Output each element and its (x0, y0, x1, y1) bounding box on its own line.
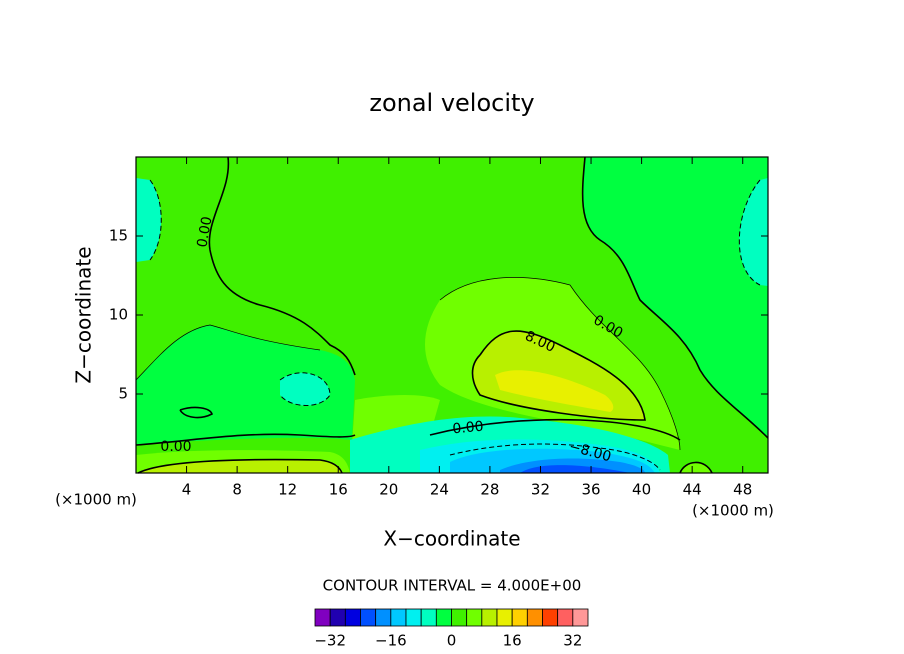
y-tick-label: 15 (109, 227, 128, 245)
x-tick-label: 40 (632, 481, 651, 499)
colorbar-box (360, 608, 377, 627)
colorbar-box (511, 608, 528, 627)
colorbar-tick-label: 32 (563, 632, 582, 650)
colorbar-box (420, 608, 437, 627)
colorbar-box (542, 608, 559, 627)
colorbar-box (435, 608, 452, 627)
contour-band (520, 465, 630, 473)
x-tick-label: 12 (278, 481, 297, 499)
x-tick-label: 48 (733, 481, 752, 499)
colorbar-box (526, 608, 543, 627)
colorbar-box (329, 608, 346, 627)
colorbar-box (390, 608, 407, 627)
colorbar-box (375, 608, 392, 627)
x-tick-label: 20 (379, 481, 398, 499)
colorbar-box (405, 608, 422, 627)
colorbar-tick-label: −32 (314, 632, 346, 650)
colorbar-box (344, 608, 361, 627)
colorbar-box (466, 608, 483, 627)
colorbar-box (451, 608, 468, 627)
x-tick-label: 32 (531, 481, 550, 499)
contour-label: 0.00 (160, 439, 191, 455)
x-tick-label: 24 (430, 481, 449, 499)
contour-field (136, 157, 768, 473)
x-tick-label: 8 (232, 481, 242, 499)
colorbar-box (572, 608, 589, 627)
x-tick-label: 28 (480, 481, 499, 499)
contour-band (280, 372, 330, 406)
colorbar-box (481, 608, 498, 627)
x-unit-label: (×1000 m) (692, 502, 774, 520)
x-tick-label: 16 (329, 481, 348, 499)
x-tick-label: 44 (683, 481, 702, 499)
colorbar-box (557, 608, 574, 627)
contour-band (136, 178, 162, 262)
x-axis-label: X−coordinate (383, 527, 520, 551)
contour-label: 0.00 (452, 419, 484, 438)
contour-band (495, 370, 614, 412)
y-tick-label: 10 (109, 306, 128, 324)
colorbar-box (314, 608, 331, 627)
chart-title: zonal velocity (369, 89, 534, 117)
x-tick-label: 4 (182, 481, 192, 499)
colorbar-tick-label: 16 (503, 632, 522, 650)
contour-band (582, 157, 768, 438)
y-unit-label: (×1000 m) (55, 491, 137, 509)
contour-band (739, 178, 768, 286)
contour-lines (135, 156, 769, 474)
y-axis-label: Z−coordinate (72, 246, 96, 383)
contour-label: 0.00 (194, 215, 215, 248)
x-tick-label: 36 (581, 481, 600, 499)
colorbar-box (496, 608, 513, 627)
contour-interval: CONTOUR INTERVAL = 4.000E+00 (323, 577, 582, 595)
colorbar-tick-label: 0 (447, 632, 457, 650)
colorbar-tick-label: −16 (375, 632, 407, 650)
contour-band (136, 325, 355, 445)
y-tick-label: 5 (118, 385, 128, 403)
